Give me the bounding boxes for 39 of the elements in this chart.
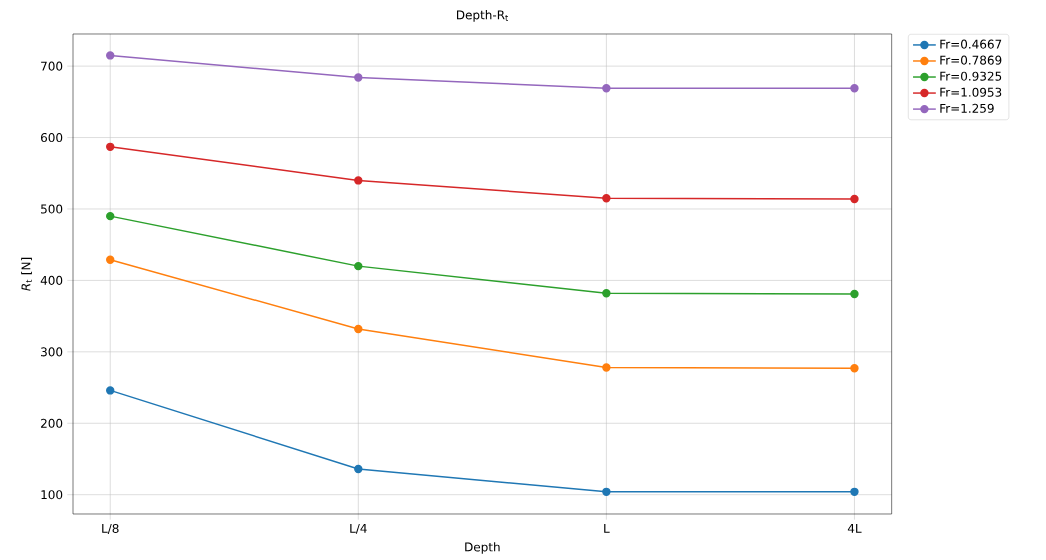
legend-label: Fr=0.4667 [940, 39, 1002, 49]
point [106, 255, 115, 264]
x-tick-label: L/4 [350, 523, 367, 534]
point [602, 289, 611, 298]
y-tick-label: 400 [40, 275, 63, 285]
point [354, 324, 363, 334]
point [602, 194, 611, 203]
x-tick-label: L [604, 523, 610, 533]
point [354, 176, 363, 185]
point [354, 73, 363, 82]
y-tick-label: 100 [41, 490, 63, 500]
y-tick-label: 500 [41, 204, 63, 214]
point [602, 84, 611, 93]
y-tick-label: 600 [40, 133, 63, 143]
legend-label: Fr=1.259 [940, 103, 994, 113]
point [106, 51, 115, 60]
y-tick-label: 300 [41, 347, 63, 357]
legend-label: Fr=1.0953 [940, 87, 1002, 97]
point [850, 487, 859, 497]
point [354, 464, 363, 474]
point [106, 211, 115, 221]
y-tick-label: 700 [41, 61, 63, 71]
point [106, 386, 115, 395]
point [354, 261, 363, 271]
point [602, 487, 611, 497]
point [602, 363, 611, 372]
x-tick-label: 4L [847, 523, 862, 533]
point [850, 194, 859, 204]
y-tick-label: 200 [41, 418, 63, 428]
point [106, 142, 115, 152]
y-axis-title: R$_{t}$ [N] [21, 257, 32, 291]
point [850, 364, 859, 373]
point [850, 84, 859, 93]
legend-label: Fr=0.9325 [940, 71, 1002, 81]
point [850, 289, 859, 299]
legend-label: Fr=0.7869 [940, 55, 1002, 65]
x-axis-title: Depth [465, 542, 500, 554]
x-tick-label: L/8 [102, 523, 119, 534]
chart-title: Depth-R$_{t}$ [457, 10, 508, 22]
